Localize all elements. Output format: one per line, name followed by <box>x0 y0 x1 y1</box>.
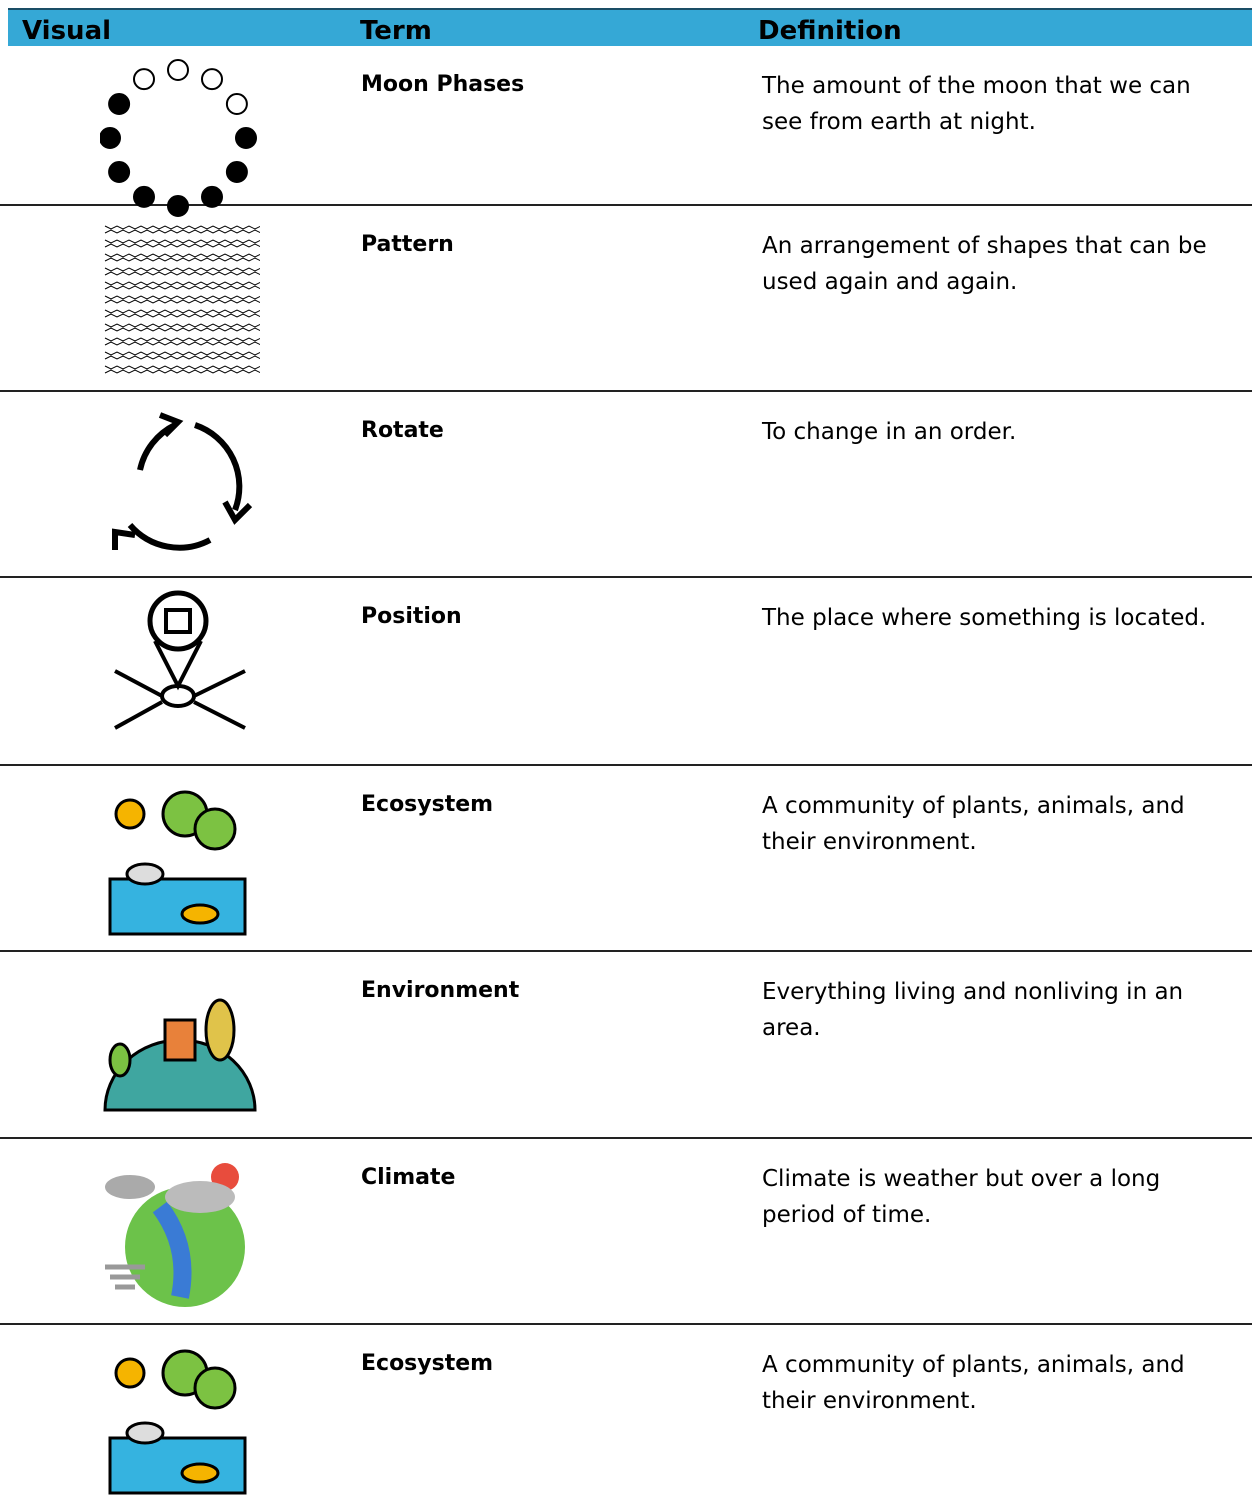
table-row: Ecosystem A community of plants, animals,… <box>0 766 1252 952</box>
table-row: Climate Climate is weather but over a lon… <box>0 1139 1252 1325</box>
term: Ecosystem <box>361 792 494 817</box>
table-row: Moon Phases The amount of the moon that w… <box>0 46 1252 217</box>
header-cell: Visual <box>22 16 112 46</box>
definition: An arrangement of shapes that can be use… <box>762 233 1207 295</box>
term: Position <box>361 604 462 629</box>
definition: Climate is weather but over a long perio… <box>762 1166 1161 1228</box>
table-header: Visual Term Definition <box>8 8 1252 46</box>
table-row: Environment Everything living and nonlivi… <box>0 952 1252 1139</box>
table-row: Position The place where something is loc… <box>0 578 1252 766</box>
definition: To change in an order. <box>762 419 1017 445</box>
table-row: Pattern An arrangement of shapes that can… <box>0 206 1252 392</box>
icon <box>112 412 253 551</box>
definition: The amount of the moon that we can see f… <box>762 73 1191 135</box>
icon <box>108 1349 247 1495</box>
icon <box>108 790 247 936</box>
icon <box>114 590 246 730</box>
definition: Everything living and nonliving in an ar… <box>762 979 1184 1041</box>
term: Rotate <box>361 418 444 443</box>
icon <box>105 1163 245 1307</box>
header-cell: Definition <box>758 16 902 46</box>
definition: A community of plants, animals, and thei… <box>762 793 1185 855</box>
term: Environment <box>361 978 520 1003</box>
icon <box>104 225 260 374</box>
icon <box>103 998 257 1112</box>
term: Ecosystem <box>361 1351 494 1376</box>
table-row: Ecosystem A community of plants, animals,… <box>0 1325 1252 1495</box>
table-row: Rotate To change in an order. <box>0 392 1252 578</box>
term: Moon Phases <box>361 72 525 97</box>
definition: The place where something is located. <box>762 605 1207 631</box>
icon <box>100 59 257 217</box>
definition: A community of plants, animals, and thei… <box>762 1352 1185 1414</box>
term: Pattern <box>361 232 454 257</box>
term: Climate <box>361 1165 456 1190</box>
header-cell: Term <box>360 16 432 46</box>
